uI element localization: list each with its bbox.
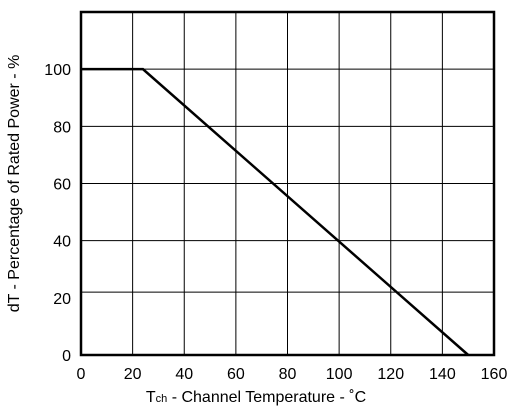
x-tick-label: 80 [279,366,297,383]
y-tick-label: 40 [53,234,71,251]
x-axis-label: Tch - Channel Temperature - ˚C [0,388,512,409]
series-line [81,67,470,356]
y-tick-labels: 0 20 40 60 80 100 [44,62,71,365]
y-tick-label: 0 [62,348,71,365]
y-tick-label: 20 [53,291,71,308]
x-tick-label: 160 [481,366,508,383]
x-tick-label: 0 [77,366,86,383]
x-tick-label: 20 [124,366,142,383]
y-tick-label: 80 [53,119,71,136]
plot-frame [79,10,496,357]
gridlines [81,12,494,355]
x-tick-label: 100 [326,366,353,383]
series-group [81,67,470,356]
x-tick-label: 60 [227,366,245,383]
x-tick-labels: 0 20 40 60 80 100 120 140 160 [77,366,508,383]
x-tick-label: 140 [429,366,456,383]
x-axis-label-subscript: ch [155,393,168,405]
y-tick-label: 60 [53,177,71,194]
x-axis-label-symbol: T [145,389,156,406]
x-tick-label: 40 [175,366,193,383]
x-axis-label-text: - Channel Temperature - ˚C [167,389,367,406]
x-tick-label: 120 [377,366,404,383]
y-tick-label: 100 [44,62,71,79]
y-axis-label: dT - Percentage of Rated Power - % [6,55,23,313]
